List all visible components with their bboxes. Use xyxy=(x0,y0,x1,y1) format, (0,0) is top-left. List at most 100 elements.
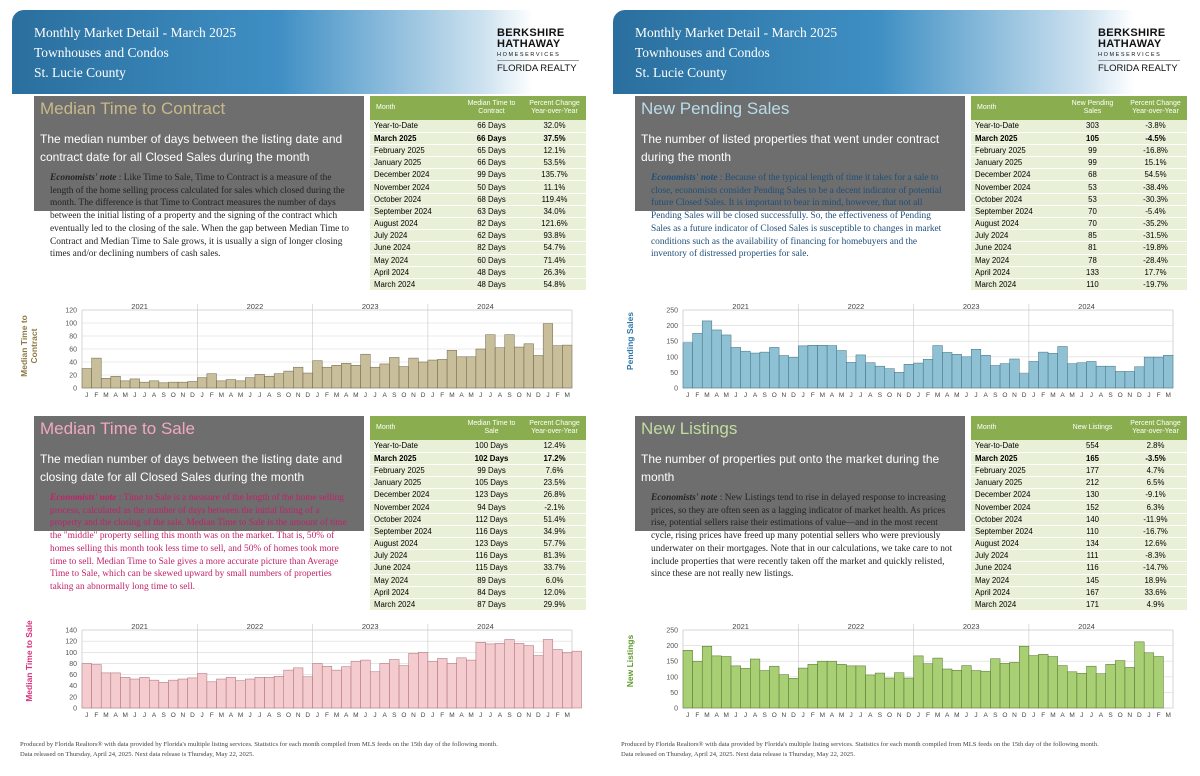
table-cell: 84 Days xyxy=(460,586,523,599)
table-cell: 4.7% xyxy=(1124,464,1187,478)
table-cell: February 2025 xyxy=(971,464,1061,478)
y-tick-label: 50 xyxy=(670,370,678,377)
note-text: : Because of the typical length of time … xyxy=(651,173,942,260)
month-tick-label: N xyxy=(296,712,301,719)
table-cell: June 2024 xyxy=(971,241,1061,255)
section-title-box: Median Time to Sale The median number of … xyxy=(34,416,364,531)
section-description: The median number of days between the li… xyxy=(40,132,343,164)
bar xyxy=(951,354,962,389)
bar xyxy=(427,660,438,709)
month-tick-label: S xyxy=(762,392,767,399)
bar xyxy=(750,658,761,709)
bar xyxy=(293,667,304,709)
bar xyxy=(1047,656,1058,709)
bar xyxy=(552,345,563,389)
table-cell: May 2024 xyxy=(370,574,460,587)
month-tick-label: J xyxy=(258,392,261,399)
table-cell: 11.1% xyxy=(523,180,586,194)
bar xyxy=(369,671,381,709)
table-cell: 32.0% xyxy=(523,120,586,133)
table-cell: November 2024 xyxy=(971,180,1061,194)
month-tick-label: J xyxy=(974,712,977,719)
month-tick-label: S xyxy=(161,392,166,399)
y-tick-label: 60 xyxy=(69,672,77,679)
table-row: January 2025 105 Days 23.5% xyxy=(370,476,586,490)
month-tick-label: M xyxy=(449,392,454,399)
bar xyxy=(1009,358,1020,389)
bar xyxy=(932,345,943,389)
month-tick-label: J xyxy=(801,392,804,399)
month-tick-label: M xyxy=(1069,392,1074,399)
table-row: July 2024 62 Days 93.8% xyxy=(370,229,586,243)
month-tick-label: O xyxy=(772,712,777,719)
month-tick-label: F xyxy=(94,712,98,719)
month-tick-label: F xyxy=(440,712,444,719)
brand-line4: FLORIDA REALTY xyxy=(497,60,579,74)
footer-line2: Data released on Thursday, April 24, 202… xyxy=(621,750,856,758)
bar xyxy=(360,659,371,709)
month-tick-label: F xyxy=(695,392,699,399)
month-tick-label: N xyxy=(296,392,301,399)
table-cell: 112 Days xyxy=(460,513,523,526)
bar xyxy=(360,353,371,389)
month-tick-label: J xyxy=(489,392,492,399)
table-cell: 82 Days xyxy=(460,241,523,255)
table-cell: March 2025 xyxy=(370,452,460,465)
section-title-box: Median Time to Contract The median number… xyxy=(34,96,364,211)
y-tick-label: 100 xyxy=(65,321,77,328)
bar xyxy=(542,323,554,389)
bar xyxy=(312,360,323,389)
bar xyxy=(922,663,934,709)
table-cell: 105 xyxy=(1061,132,1124,145)
table-row: February 2025 99 -16.8% xyxy=(971,144,1187,158)
month-tick-label: O xyxy=(1118,392,1123,399)
month-tick-label: M xyxy=(334,712,339,719)
table-row: March 2024 48 Days 54.8% xyxy=(370,278,586,292)
table-row: August 2024 134 12.6% xyxy=(971,537,1187,551)
table-row: October 2024 53 -30.3% xyxy=(971,193,1187,206)
table-cell: June 2024 xyxy=(370,241,460,255)
bar xyxy=(369,366,381,389)
bar xyxy=(942,668,953,709)
table-cell: 29.9% xyxy=(523,598,586,612)
monthly-table: Month New Listings Percent Change Year-ove… xyxy=(971,416,1187,612)
table-cell: -19.7% xyxy=(1124,278,1187,292)
month-tick-label: J xyxy=(1032,392,1035,399)
month-tick-label: M xyxy=(449,712,454,719)
table-row: October 2024 68 Days 119.4% xyxy=(370,193,586,206)
header-line1: Monthly Market Detail - March 2025 xyxy=(34,25,237,40)
month-tick-label: O xyxy=(887,392,892,399)
month-tick-label: M xyxy=(954,712,959,719)
year-label: 2024 xyxy=(477,622,494,631)
month-tick-label: J xyxy=(143,712,146,719)
table-cell: August 2024 xyxy=(971,537,1061,551)
table-cell: -16.7% xyxy=(1124,525,1187,539)
table-row: Year-to-Date 66 Days 32.0% xyxy=(370,120,586,133)
report-header: Monthly Market Detail - March 2025 Townho… xyxy=(12,10,604,94)
bar xyxy=(913,362,924,389)
bar xyxy=(874,365,886,389)
month-tick-label: A xyxy=(344,712,349,719)
bar xyxy=(456,657,467,709)
table-row: May 2024 145 18.9% xyxy=(971,574,1187,587)
bar xyxy=(692,660,703,709)
table-cell: 66 Days xyxy=(460,120,523,133)
bar xyxy=(350,660,361,709)
column-header: Month xyxy=(971,416,1061,440)
y-tick-label: 40 xyxy=(69,683,77,690)
table-cell: -35.2% xyxy=(1124,217,1187,231)
table-cell: August 2024 xyxy=(370,537,460,551)
table-cell: 12.0% xyxy=(523,586,586,599)
month-tick-label: S xyxy=(1108,392,1113,399)
bar xyxy=(81,368,92,389)
bar xyxy=(999,663,1010,709)
month-tick-label: M xyxy=(724,392,729,399)
bar xyxy=(980,670,991,709)
table-cell: 50 Days xyxy=(460,180,523,194)
table-cell: 66 Days xyxy=(460,132,523,145)
section-description: The number of listed properties that wen… xyxy=(641,132,940,164)
month-tick-label: A xyxy=(753,392,758,399)
table-cell: January 2025 xyxy=(370,156,460,170)
